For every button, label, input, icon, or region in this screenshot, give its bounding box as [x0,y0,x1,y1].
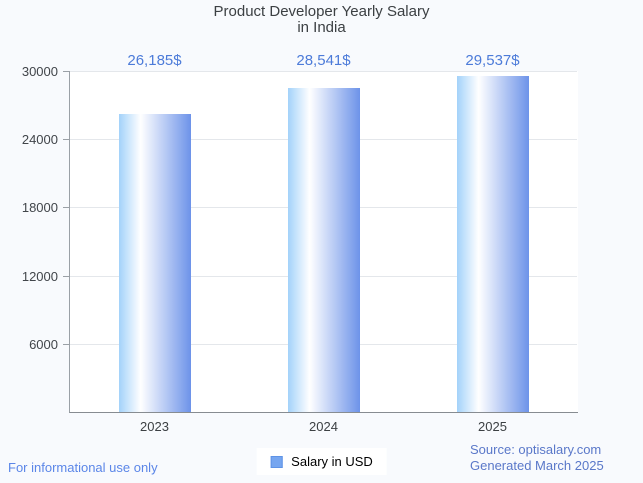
y-axis-label: 30000 [21,64,58,79]
disclaimer-text: For informational use only [8,460,158,475]
y-axis-tick [63,207,70,209]
x-axis-label: 2024 [309,419,338,434]
bar-value-label: 28,541$ [296,52,351,69]
gridline-30000 [70,71,577,72]
y-axis-label: 18000 [21,200,58,216]
chart-title-line2: in India [297,19,346,36]
y-axis-tick [63,343,70,345]
y-axis-tick [63,139,70,141]
y-axis-label: 6000 [29,336,58,352]
y-axis-label: 24000 [21,132,58,148]
x-axis-label: 2025 [478,419,507,434]
legend: Salary in USD [256,448,387,475]
legend-series-label: Salary in USD [291,454,373,469]
bar-2025 [456,76,529,412]
bar-value-label: 29,537$ [465,52,520,69]
source-line: Source: optisalary.com [470,442,602,457]
bar-2023 [118,114,191,412]
y-axis-label: 12000 [21,268,58,284]
source-attribution: Source: optisalary.com Generated March 2… [470,442,604,474]
chart-title: Product Developer Yearly Salary in India [0,4,643,36]
bar-value-label: 26,185$ [127,52,182,69]
y-axis-tick [63,71,70,72]
y-axis-tick [63,275,70,277]
generated-line: Generated March 2025 [470,458,604,473]
legend-marker-icon [270,455,283,468]
bar-2024 [287,88,360,412]
chart-title-line1: Product Developer Yearly Salary [213,3,430,20]
x-axis-label: 2023 [140,419,169,434]
